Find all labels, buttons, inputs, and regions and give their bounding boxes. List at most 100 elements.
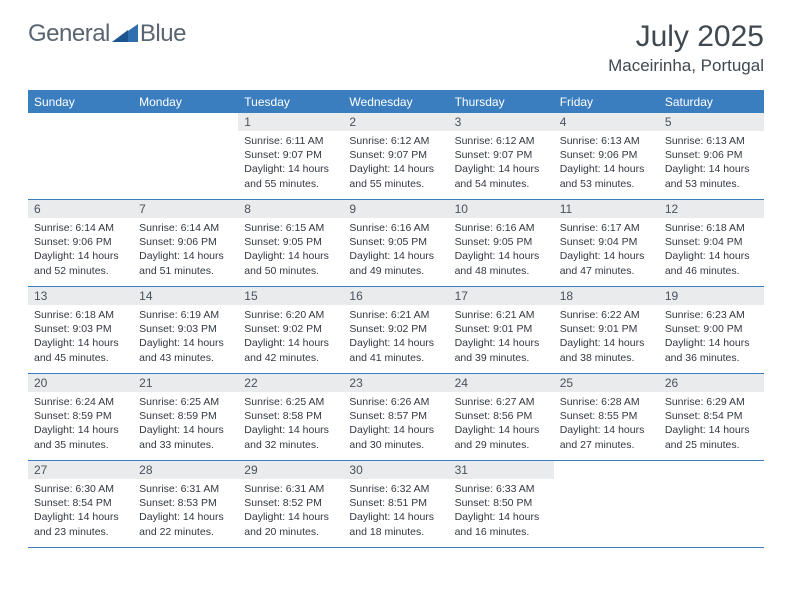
calendar-cell: 2Sunrise: 6:12 AMSunset: 9:07 PMDaylight… [343,113,448,199]
sunset-line: Sunset: 8:54 PM [665,409,758,423]
calendar-cell: 10Sunrise: 6:16 AMSunset: 9:05 PMDayligh… [449,200,554,286]
cell-body: Sunrise: 6:29 AMSunset: 8:54 PMDaylight:… [659,392,764,458]
sunrise-line: Sunrise: 6:19 AM [139,308,232,322]
sunset-line: Sunset: 8:59 PM [34,409,127,423]
calendar-cell: 15Sunrise: 6:20 AMSunset: 9:02 PMDayligh… [238,287,343,373]
daylight-line: Daylight: 14 hours and 46 minutes. [665,249,758,277]
cell-date: 25 [554,374,659,392]
daylight-line: Daylight: 14 hours and 53 minutes. [665,162,758,190]
cell-date: 3 [449,113,554,131]
daylight-line: Daylight: 14 hours and 43 minutes. [139,336,232,364]
calendar-cell: 31Sunrise: 6:33 AMSunset: 8:50 PMDayligh… [449,461,554,547]
cell-date: 20 [28,374,133,392]
daylight-line: Daylight: 14 hours and 54 minutes. [455,162,548,190]
day-header: Sunday [28,92,133,113]
cell-date: 22 [238,374,343,392]
daylight-line: Daylight: 14 hours and 27 minutes. [560,423,653,451]
day-header: Thursday [449,92,554,113]
sunset-line: Sunset: 8:56 PM [455,409,548,423]
calendar-cell: 3Sunrise: 6:12 AMSunset: 9:07 PMDaylight… [449,113,554,199]
cell-body: Sunrise: 6:21 AMSunset: 9:01 PMDaylight:… [449,305,554,371]
sunset-line: Sunset: 9:07 PM [349,148,442,162]
sunset-line: Sunset: 9:02 PM [349,322,442,336]
page-header: General Blue July 2025 Maceirinha, Portu… [0,0,792,84]
calendar-cell: 27Sunrise: 6:30 AMSunset: 8:54 PMDayligh… [28,461,133,547]
sunset-line: Sunset: 9:01 PM [560,322,653,336]
sunrise-line: Sunrise: 6:14 AM [139,221,232,235]
cell-body: Sunrise: 6:32 AMSunset: 8:51 PMDaylight:… [343,479,448,545]
calendar-cell: 29Sunrise: 6:31 AMSunset: 8:52 PMDayligh… [238,461,343,547]
sunrise-line: Sunrise: 6:26 AM [349,395,442,409]
day-header: Saturday [659,92,764,113]
cell-date: 10 [449,200,554,218]
cell-body: Sunrise: 6:11 AMSunset: 9:07 PMDaylight:… [238,131,343,197]
calendar-cell: 18Sunrise: 6:22 AMSunset: 9:01 PMDayligh… [554,287,659,373]
daylight-line: Daylight: 14 hours and 16 minutes. [455,510,548,538]
cell-date: 24 [449,374,554,392]
cell-date: 28 [133,461,238,479]
daylight-line: Daylight: 14 hours and 45 minutes. [34,336,127,364]
sunrise-line: Sunrise: 6:23 AM [665,308,758,322]
cell-body: Sunrise: 6:31 AMSunset: 8:53 PMDaylight:… [133,479,238,545]
cell-body: Sunrise: 6:14 AMSunset: 9:06 PMDaylight:… [133,218,238,284]
brand-triangle-icon [112,22,138,47]
sunrise-line: Sunrise: 6:31 AM [139,482,232,496]
cell-body: Sunrise: 6:22 AMSunset: 9:01 PMDaylight:… [554,305,659,371]
sunset-line: Sunset: 8:58 PM [244,409,337,423]
cell-date: 6 [28,200,133,218]
calendar-cell: 28Sunrise: 6:31 AMSunset: 8:53 PMDayligh… [133,461,238,547]
sunrise-line: Sunrise: 6:30 AM [34,482,127,496]
sunrise-line: Sunrise: 6:16 AM [455,221,548,235]
week-row: 6Sunrise: 6:14 AMSunset: 9:06 PMDaylight… [28,200,764,287]
sunset-line: Sunset: 8:59 PM [139,409,232,423]
cell-body: Sunrise: 6:12 AMSunset: 9:07 PMDaylight:… [343,131,448,197]
day-header: Friday [554,92,659,113]
cell-body: Sunrise: 6:13 AMSunset: 9:06 PMDaylight:… [659,131,764,197]
sunrise-line: Sunrise: 6:12 AM [349,134,442,148]
cell-body: Sunrise: 6:33 AMSunset: 8:50 PMDaylight:… [449,479,554,545]
sunset-line: Sunset: 8:53 PM [139,496,232,510]
sunset-line: Sunset: 9:03 PM [34,322,127,336]
daylight-line: Daylight: 14 hours and 20 minutes. [244,510,337,538]
week-row: 27Sunrise: 6:30 AMSunset: 8:54 PMDayligh… [28,461,764,548]
title-block: July 2025 Maceirinha, Portugal [608,20,764,76]
calendar-cell [554,461,659,547]
cell-date: 15 [238,287,343,305]
daylight-line: Daylight: 14 hours and 50 minutes. [244,249,337,277]
sunrise-line: Sunrise: 6:12 AM [455,134,548,148]
calendar-cell: 24Sunrise: 6:27 AMSunset: 8:56 PMDayligh… [449,374,554,460]
cell-body: Sunrise: 6:16 AMSunset: 9:05 PMDaylight:… [449,218,554,284]
sunrise-line: Sunrise: 6:17 AM [560,221,653,235]
calendar-cell: 13Sunrise: 6:18 AMSunset: 9:03 PMDayligh… [28,287,133,373]
sunset-line: Sunset: 8:51 PM [349,496,442,510]
cell-date: 16 [343,287,448,305]
day-header: Tuesday [238,92,343,113]
calendar-cell [659,461,764,547]
cell-date: 17 [449,287,554,305]
sunset-line: Sunset: 9:05 PM [244,235,337,249]
daylight-line: Daylight: 14 hours and 22 minutes. [139,510,232,538]
cell-body: Sunrise: 6:25 AMSunset: 8:58 PMDaylight:… [238,392,343,458]
sunset-line: Sunset: 9:06 PM [665,148,758,162]
daylight-line: Daylight: 14 hours and 23 minutes. [34,510,127,538]
cell-body: Sunrise: 6:23 AMSunset: 9:00 PMDaylight:… [659,305,764,371]
sunset-line: Sunset: 8:52 PM [244,496,337,510]
calendar-cell: 19Sunrise: 6:23 AMSunset: 9:00 PMDayligh… [659,287,764,373]
cell-body: Sunrise: 6:28 AMSunset: 8:55 PMDaylight:… [554,392,659,458]
calendar-cell: 23Sunrise: 6:26 AMSunset: 8:57 PMDayligh… [343,374,448,460]
sunset-line: Sunset: 9:00 PM [665,322,758,336]
cell-body: Sunrise: 6:12 AMSunset: 9:07 PMDaylight:… [449,131,554,197]
location-subtitle: Maceirinha, Portugal [608,56,764,76]
calendar-cell: 7Sunrise: 6:14 AMSunset: 9:06 PMDaylight… [133,200,238,286]
sunrise-line: Sunrise: 6:13 AM [665,134,758,148]
calendar-cell: 1Sunrise: 6:11 AMSunset: 9:07 PMDaylight… [238,113,343,199]
calendar-cell: 25Sunrise: 6:28 AMSunset: 8:55 PMDayligh… [554,374,659,460]
cell-date: 1 [238,113,343,131]
daylight-line: Daylight: 14 hours and 25 minutes. [665,423,758,451]
daylight-line: Daylight: 14 hours and 47 minutes. [560,249,653,277]
calendar-cell: 5Sunrise: 6:13 AMSunset: 9:06 PMDaylight… [659,113,764,199]
daylight-line: Daylight: 14 hours and 55 minutes. [349,162,442,190]
calendar-cell: 9Sunrise: 6:16 AMSunset: 9:05 PMDaylight… [343,200,448,286]
cell-date: 12 [659,200,764,218]
day-header: Monday [133,92,238,113]
